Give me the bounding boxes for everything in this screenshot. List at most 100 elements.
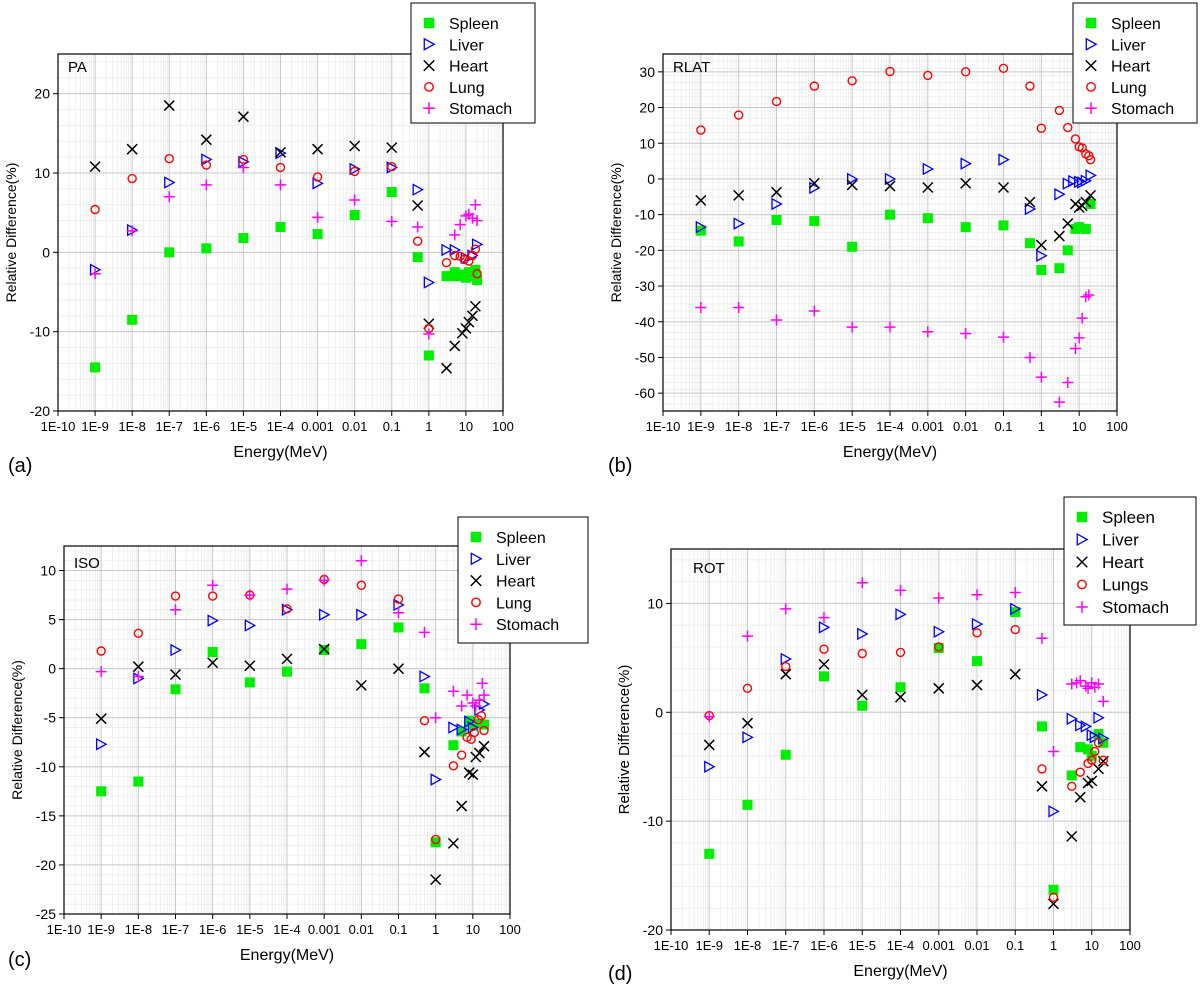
panel-c-stomach-point <box>456 700 468 712</box>
panel-d-legend-label-heart: Heart <box>1102 553 1144 572</box>
panel-a-liver-point <box>349 162 361 176</box>
panel-d-y-tick-label: -20 <box>643 922 663 938</box>
panel-b-lung-point <box>1036 123 1047 133</box>
panel-b-stomach-point <box>1053 396 1065 408</box>
panel-c-heart-point <box>132 661 144 673</box>
panel-a-series-lung <box>90 154 482 334</box>
panel-a-x-tick-label: 1E-9 <box>81 419 108 434</box>
panel-a-series-stomach <box>89 161 483 340</box>
panel-d-liver-point <box>1080 720 1093 733</box>
panel-a-lung-point <box>459 254 469 265</box>
panel-c-stomach-point <box>318 574 330 586</box>
panel-b-spleen-point <box>922 213 933 224</box>
panel-d-liver-point <box>742 731 754 744</box>
panel-d-x-tick-label: 1E-10 <box>654 938 689 953</box>
panel-c-heart-point <box>281 653 293 665</box>
panel-d-heart-point <box>856 689 868 701</box>
panel-b-x-tick-label: 1E-7 <box>763 419 790 434</box>
panel-d-series-stomach <box>703 577 1109 757</box>
panel-a-heart-point <box>449 340 461 352</box>
panel-d-spleen-point <box>1066 770 1077 781</box>
panel-a-liver-point <box>449 243 462 257</box>
panel-c-x-tick-label: 1E-10 <box>47 922 82 937</box>
panel-b-heart-point <box>1080 196 1092 208</box>
panel-b-stomach-point <box>1024 351 1036 363</box>
panel-d-x-tick-label: 0.001 <box>922 938 955 953</box>
panel-d-liver-point <box>1048 805 1060 818</box>
panel-d-y-tick-label: 10 <box>647 595 663 611</box>
panel-b-x-tick-label: 1 <box>1038 419 1045 434</box>
panel-b-y-axis: -60 -50 -40 -30 -20 -10 0 10 20 30 <box>635 64 663 401</box>
panel-d-heart-point <box>818 658 830 670</box>
panel-a-x-tick-label: 0.001 <box>301 419 334 434</box>
panel-a-stomach-point <box>471 215 483 227</box>
panel-d-stomach-point <box>971 589 983 601</box>
panel-c-heart-point <box>418 746 431 758</box>
panel-a-stomach-point <box>469 199 481 211</box>
panel-a-lung-point <box>387 161 397 172</box>
panel-c-heart-point <box>473 747 485 759</box>
panel-c-liver-point <box>419 670 431 683</box>
panel-a-x-axis-label: Energy(MeV) <box>233 444 327 461</box>
panel-c-liver-point <box>207 614 219 627</box>
panel-c-spleen-point <box>96 786 107 797</box>
panel-c-heart-point <box>392 663 405 675</box>
panel-a-y-tick-label: 10 <box>34 165 50 181</box>
panel-d-spleen-point <box>1083 744 1094 755</box>
panel-a-heart-point <box>349 140 361 152</box>
panel-a-stomach-point <box>126 225 138 237</box>
panel-b-series-spleen <box>695 198 1096 275</box>
panel-d-spleen-point <box>704 848 715 859</box>
panel-d-heart-point <box>1086 775 1098 787</box>
panel-d-stomach-point <box>895 584 906 596</box>
panel-b-lung-point <box>809 81 820 91</box>
panel-c-y-tick-label: -20 <box>36 857 56 873</box>
panel-a-y-tick-label: 20 <box>34 86 50 102</box>
panel-d-lung-point <box>819 644 829 654</box>
panel-b-stomach-point <box>695 301 707 313</box>
panel-a-liver-point <box>412 183 424 196</box>
panel-d-lung-point <box>1075 767 1085 777</box>
panel-c-spleen-point <box>456 726 467 737</box>
panel-b-x-tick-label: 1E-4 <box>876 419 903 434</box>
panel-d-stomach-point <box>1066 678 1078 690</box>
panel-b-x-tick-label: 0.01 <box>953 419 978 434</box>
panel-b-stomach-point <box>922 326 934 338</box>
panel-b-x-tick-label: 1E-9 <box>687 419 714 434</box>
panel-c-heart-point <box>95 713 107 725</box>
panel-a-heart-point <box>126 143 138 155</box>
panel-d-stomach-point <box>1080 680 1092 692</box>
panel-c-liver-point <box>430 773 442 786</box>
panel-c-spleen-point <box>282 666 292 677</box>
panel-c-heart-point <box>463 767 475 779</box>
panel-d-spleen-point <box>1075 742 1086 753</box>
panel-c-legend-marker-spleen <box>470 531 482 543</box>
panel-c-stomach-point <box>418 626 430 638</box>
panel-d-liver-point <box>1093 711 1105 725</box>
panel-b-y-tick-label: 20 <box>639 100 655 116</box>
panel-d-x-tick-label: 100 <box>1119 938 1141 953</box>
panel-d-y-axis-label: Relative Difference(%) <box>616 665 633 815</box>
panel-b-x-tick-label: 10 <box>1072 419 1086 434</box>
panel-d-x-tick-label: 10 <box>1085 938 1099 953</box>
panel-c-x-tick-label: 1E-4 <box>273 922 300 937</box>
panel-c-spleen-point <box>244 677 255 688</box>
panel-b-liver-point <box>1062 177 1075 190</box>
panel-a-x-tick-label: 0.01 <box>342 419 367 434</box>
panel-c-lung-point <box>430 834 441 845</box>
panel-b-liver-point <box>847 172 859 186</box>
panel-b-lung-point <box>1070 134 1081 144</box>
panel-d-liver-point <box>1010 602 1022 616</box>
panel-d-heart-point <box>894 691 907 703</box>
panel-c-x-tick-label: 1E-7 <box>162 922 189 937</box>
panel-b-spleen-point <box>733 236 744 247</box>
panel-a-liver-point <box>471 238 484 251</box>
panel-c-stomach-point <box>461 689 473 701</box>
panel-d-spleen-point <box>1098 737 1109 748</box>
panel-d-series-liver <box>704 602 1110 818</box>
panel-b-lung-point <box>733 110 744 120</box>
panel-a-y-tick-label: 0 <box>42 244 50 260</box>
panel-c-liver-point <box>464 715 476 728</box>
panel-c-heart-point <box>244 660 256 672</box>
panel-d-y-tick-label: 0 <box>655 704 663 720</box>
